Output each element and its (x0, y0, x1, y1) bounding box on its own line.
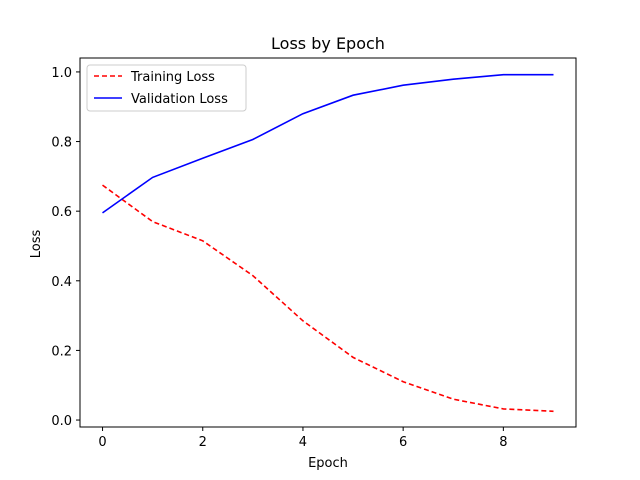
axis-ticks: 0 2 4 6 8 0.0 0.2 0.4 0.6 0.8 1.0 (51, 66, 507, 450)
y-tick-label: 1.0 (51, 66, 72, 81)
series-line-2 (102, 73, 554, 214)
y-tick-label: 0.2 (51, 344, 72, 359)
chart-title: Loss by Epoch (271, 34, 385, 53)
legend-label-2: Validation Loss (131, 92, 228, 107)
y-axis-label: Loss (29, 230, 44, 259)
legend: Training Loss Validation Loss (86, 64, 247, 112)
y-tick-label: 0.6 (51, 205, 72, 220)
x-tick-label: 6 (399, 435, 407, 450)
legend-box (86, 64, 247, 112)
legend-label-1: Training Loss (130, 70, 215, 85)
x-tick-label: 0 (98, 435, 106, 450)
y-tick-label: 0.0 (51, 414, 72, 429)
y-tick-label: 0.4 (51, 275, 72, 290)
axes-frame (79, 57, 577, 428)
x-axis-label: Epoch (308, 456, 348, 471)
plot-area (102, 73, 554, 413)
x-tick-label: 4 (299, 435, 307, 450)
x-tick-label: 8 (499, 435, 507, 450)
x-tick-label: 2 (199, 435, 207, 450)
series-line-1 (102, 184, 554, 413)
y-tick-label: 0.8 (51, 136, 72, 151)
